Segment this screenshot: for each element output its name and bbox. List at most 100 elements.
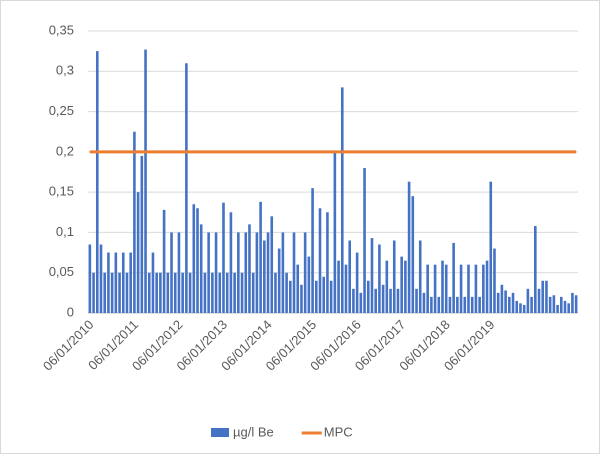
bar [456,296,459,313]
bar [496,292,500,313]
bar [251,272,255,313]
bar [188,272,192,313]
bar [107,252,110,313]
bar [415,288,418,313]
bar [326,212,329,313]
bar [311,188,314,313]
bar [92,272,95,313]
bar [359,292,363,313]
bar [318,208,322,313]
bar [493,248,496,313]
y-tick-label: 0 [67,304,74,319]
bar [285,272,288,313]
bar [344,264,348,313]
bar [289,280,292,313]
bar [177,232,181,313]
bar [95,51,99,314]
bar [396,288,400,313]
y-tick-label: 0,25 [49,103,74,118]
bar [389,288,392,313]
bar [448,296,452,313]
bar [218,272,222,313]
bar [519,303,522,313]
bar [151,252,155,313]
bar [270,216,274,313]
bar [534,225,537,313]
bar [411,196,415,313]
bar [441,260,444,313]
bar [333,151,337,313]
bar [556,304,559,313]
bar [452,242,455,313]
bar [162,209,166,313]
bar [170,232,173,313]
bar [233,272,236,313]
y-tick-label: 0,05 [49,264,74,279]
bar [426,264,429,313]
bar [574,295,578,313]
bar [196,208,199,313]
bar [378,244,381,313]
bar [363,167,366,313]
bar [229,212,233,313]
bar [515,300,519,313]
bar [136,192,140,313]
bar [322,276,326,313]
bar [541,280,545,313]
legend-label: µg/l Be [233,424,274,439]
bar [296,264,300,313]
bar [307,256,311,313]
bar [159,272,162,313]
bar [355,252,359,313]
bar [207,232,210,313]
y-tick-label: 0,3 [56,63,74,78]
bar [147,272,151,313]
bar [211,272,214,313]
bar [392,240,396,313]
bar [314,280,318,313]
bar [121,252,125,313]
bar [444,264,448,313]
bar [552,295,556,313]
bar [222,202,225,313]
bar [214,232,218,313]
bar [348,240,352,313]
bar [433,264,437,313]
bar [110,272,114,313]
bar [263,240,266,313]
bar [259,201,262,313]
bar [474,264,478,313]
bar [418,240,422,313]
bar [248,224,251,313]
bar [563,300,567,313]
bar [192,204,196,313]
bar [567,303,571,313]
bar [407,181,411,313]
bar [381,284,385,313]
bar [337,260,340,313]
bar [370,238,374,313]
bar [277,248,281,313]
bar [199,224,203,313]
bar [225,272,229,313]
bar [470,296,474,313]
bar [548,296,552,313]
y-tick-label: 0,1 [56,224,74,239]
bar [385,260,389,313]
bar [181,272,184,313]
bar [352,288,355,313]
bar [482,264,485,313]
bar [404,260,407,313]
bar [463,296,467,313]
bar [118,272,121,313]
bar [103,272,107,313]
bar [459,264,463,313]
bar [508,296,511,313]
bar [173,272,177,313]
bar [266,232,270,313]
bar [292,232,296,313]
bar [537,288,541,313]
y-tick-label: 0,35 [49,22,74,37]
